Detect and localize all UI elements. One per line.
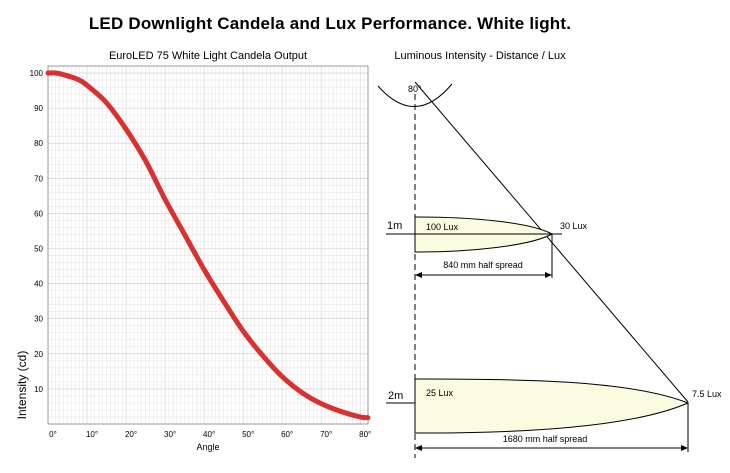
spread-arrowhead-left-1m [415, 272, 422, 278]
y-tick-label: 10 [34, 385, 43, 394]
y-tick-label: 20 [34, 350, 43, 359]
center-lux-label-1m: 100 Lux [426, 222, 459, 232]
y-tick-label: 30 [34, 315, 43, 324]
y-tick-label: 80 [34, 139, 43, 148]
x-tick-label: 80° [359, 430, 371, 439]
x-tick-label: 70° [320, 430, 332, 439]
y-tick-label: 90 [34, 104, 43, 113]
candela-curve [45, 70, 371, 421]
candela-plot-frame [47, 65, 369, 425]
lux-diagram-title: Luminous Intensity - Distance / Lux [394, 50, 566, 62]
edge-lux-label-1m: 30 Lux [560, 221, 588, 231]
page-title: LED Downlight Candela and Lux Performanc… [88, 14, 572, 33]
y-axis-label: Intensity (cd) [15, 351, 29, 420]
y-tick-label: 40 [34, 280, 43, 289]
lux-beam-2m [414, 378, 690, 434]
y-tick-label: 70 [34, 174, 43, 183]
x-tick-label: 10° [86, 430, 98, 439]
spread-arrowhead-left-2m [415, 445, 422, 451]
y-tick-label: 50 [34, 245, 43, 254]
distance-label-1m: 1m [387, 220, 402, 232]
beam-angle-label: 80° [408, 84, 422, 94]
y-tick-labels: 10 20 30 40 50 60 70 80 90 100 [30, 69, 44, 394]
y-tick-label: 100 [30, 69, 44, 78]
spread-arrowhead-right-1m [545, 272, 552, 278]
spread-label-2m: 1680 mm half spread [503, 434, 588, 444]
x-tick-label: 30° [164, 430, 176, 439]
candela-chart-title: EuroLED 75 White Light Candela Output [109, 50, 307, 62]
candela-grid [47, 65, 369, 425]
distance-label-2m: 2m [388, 390, 403, 402]
x-tick-label: 40° [203, 430, 215, 439]
spread-label-1m: 840 mm half spread [443, 260, 523, 270]
spread-arrowhead-right-2m [681, 445, 688, 451]
y-tick-label: 60 [34, 209, 43, 218]
center-lux-label-2m: 25 Lux [426, 388, 454, 398]
edge-lux-label-2m: 7.5 Lux [692, 389, 722, 399]
x-tick-label: 50° [242, 430, 254, 439]
x-tick-labels: 0° 10° 20° 30° 40° 50° 60° 70° 80° [49, 430, 371, 439]
x-tick-label: 20° [125, 430, 137, 439]
x-tick-label: 0° [49, 430, 57, 439]
x-axis-label: Angle [196, 442, 219, 452]
beam-angle-arc [377, 83, 453, 107]
x-tick-label: 60° [281, 430, 293, 439]
